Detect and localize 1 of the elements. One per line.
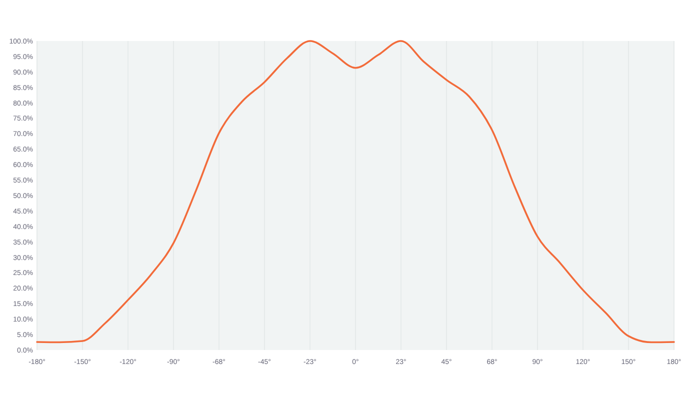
line-series [36, 40, 675, 344]
